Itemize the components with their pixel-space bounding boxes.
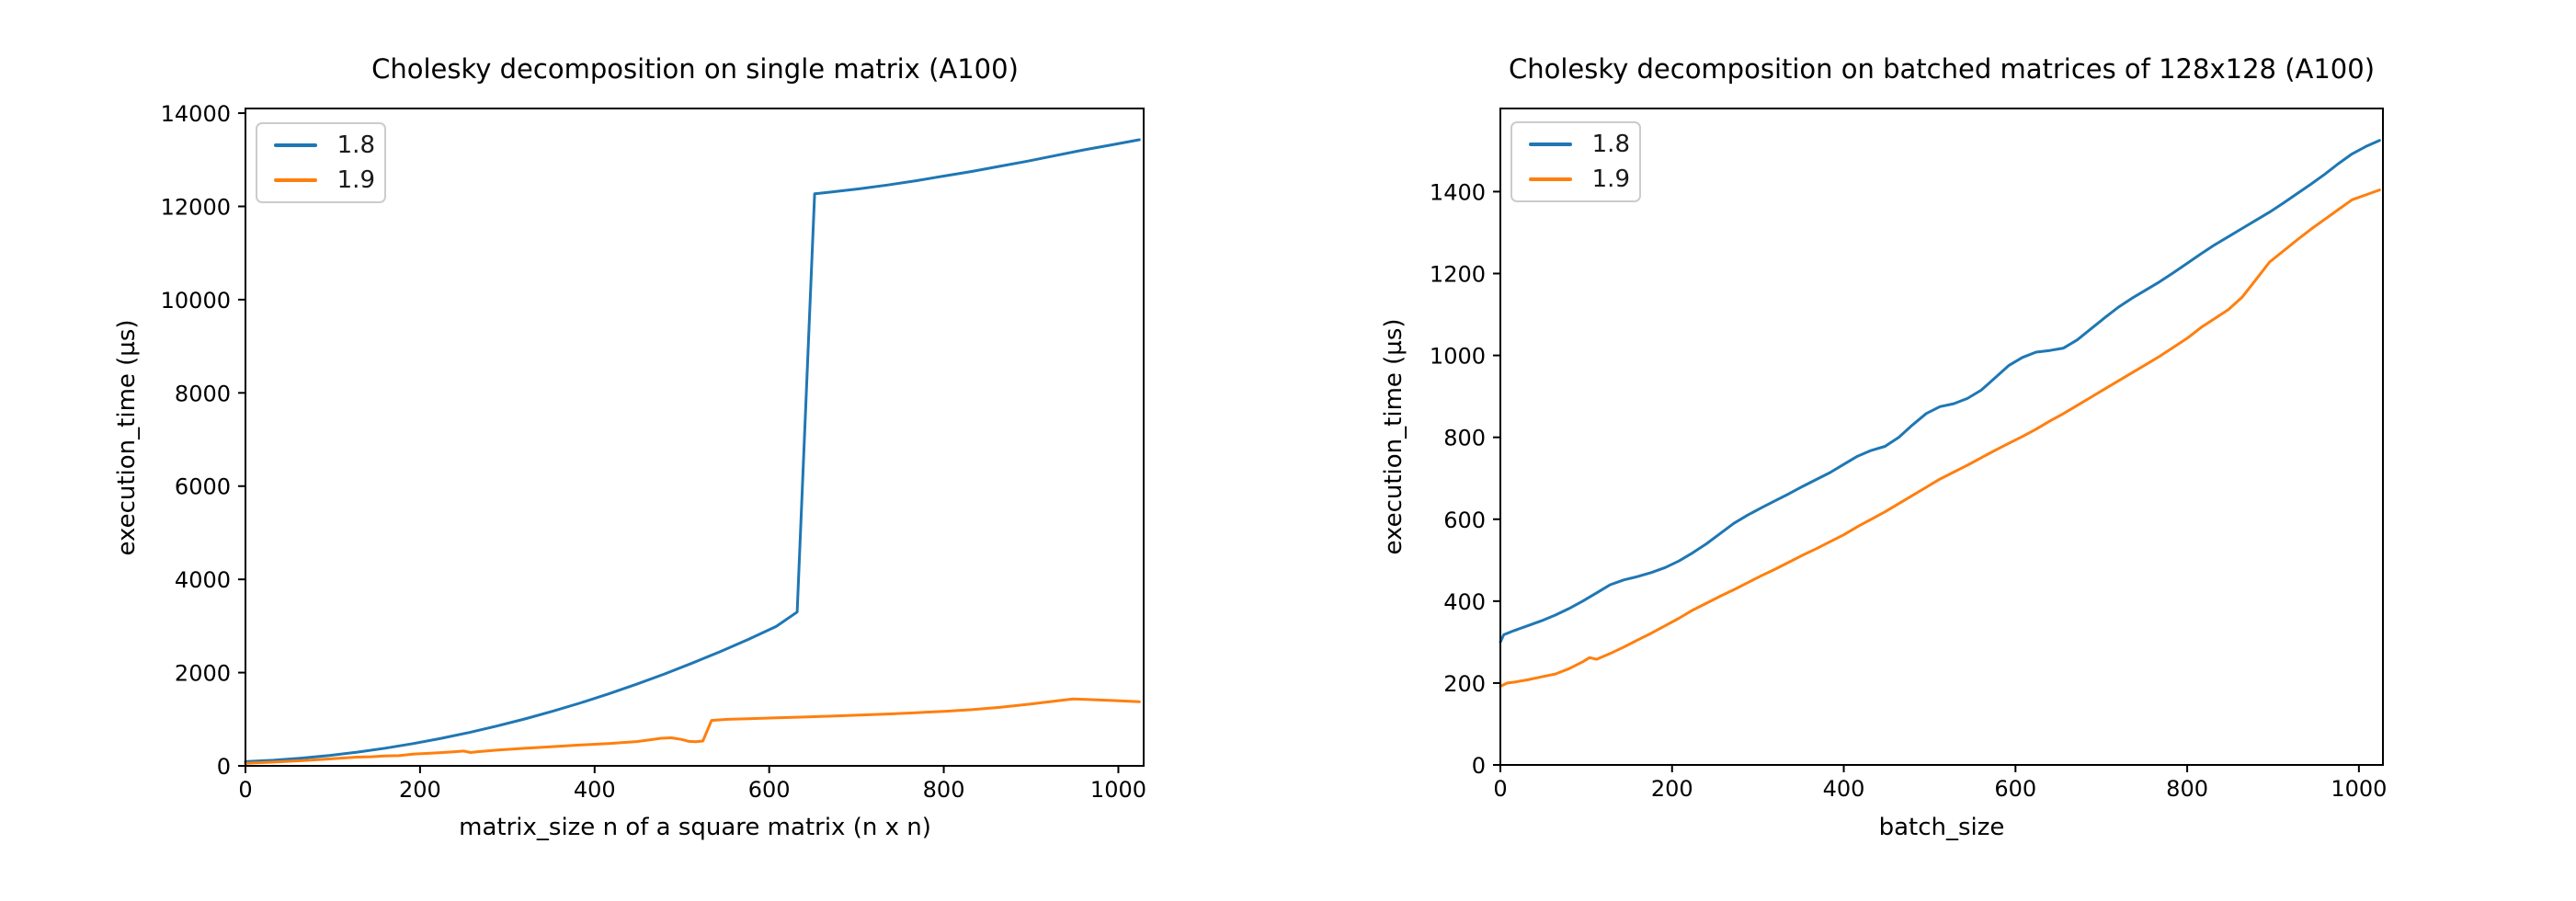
y-tick-label: 0 [217,754,231,780]
y-tick-label: 14000 [161,101,231,127]
chart-title-batched-matrices: Cholesky decomposition on batched matric… [1508,53,2376,85]
x-tick-label: 0 [238,777,252,803]
y-tick-label: 200 [1443,671,1486,697]
x-tick-label: 200 [399,777,441,803]
legend-line-sample [1529,177,1572,181]
legend-item: 1.8 [1522,131,1630,158]
y-tick-label: 10000 [161,288,231,314]
legend: 1.8 1.9 [256,122,386,203]
legend-line-sample [274,178,317,182]
legend-line-sample [1529,143,1572,146]
x-tick-label: 1000 [1090,777,1146,803]
series-line-1.9 [1499,188,2381,688]
x-axis-label: matrix_size n of a square matrix (n x n) [459,814,931,841]
x-tick-label: 800 [2166,776,2208,802]
y-tick-label: 0 [1472,753,1486,779]
x-tick-label: 800 [923,777,965,803]
legend-item: 1.8 [267,131,375,159]
legend-line-sample [274,143,317,147]
y-axis-label: execution_time (µs) [113,319,141,556]
legend-label: 1.8 [336,131,375,159]
legend-label: 1.9 [1591,165,1630,193]
x-axis-label: batch_size [1878,814,2005,841]
x-tick-label: 0 [1493,776,1507,802]
y-tick-label: 6000 [175,474,231,500]
y-axis-label: execution_time (µs) [1380,318,1408,555]
x-tick-label: 600 [748,777,791,803]
plot-border [1499,108,2384,766]
x-tick-label: 400 [574,777,616,803]
y-tick-label: 1200 [1430,262,1486,288]
y-tick-label: 600 [1443,508,1486,533]
plot-border [245,108,1145,767]
x-tick-label: 400 [1823,776,1865,802]
x-tick-label: 600 [1994,776,2036,802]
legend-label: 1.8 [1591,131,1630,158]
series-line-1.8 [244,138,1141,763]
x-tick-label: 200 [1651,776,1693,802]
legend: 1.8 1.9 [1510,121,1641,202]
y-tick-label: 2000 [175,661,231,687]
legend-item: 1.9 [267,166,375,194]
y-tick-label: 8000 [175,381,231,406]
y-tick-label: 12000 [161,194,231,220]
series-line-1.9 [244,697,1141,765]
y-tick-label: 1000 [1430,344,1486,370]
series-line-1.8 [1499,139,2381,644]
chart-title-single-matrix: Cholesky decomposition on single matrix … [371,53,1019,85]
legend-label: 1.9 [336,166,375,194]
y-tick-label: 4000 [175,567,231,593]
y-tick-label: 1400 [1430,179,1486,205]
legend-item: 1.9 [1522,165,1630,193]
x-tick-label: 1000 [2331,776,2387,802]
y-tick-label: 400 [1443,589,1486,615]
y-tick-label: 800 [1443,426,1486,451]
